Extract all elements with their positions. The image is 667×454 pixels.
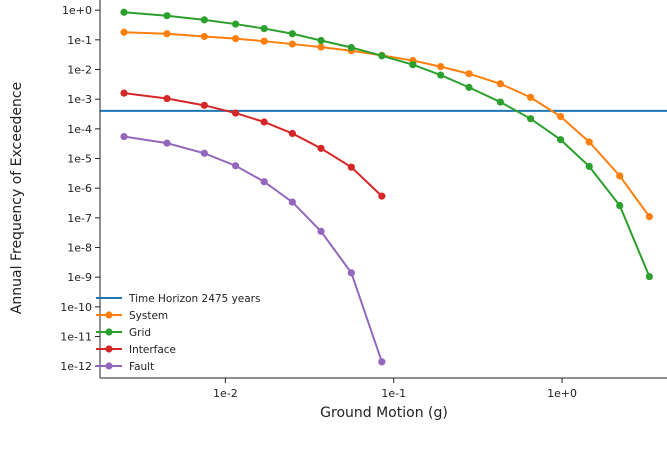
data-point-system [317,43,325,51]
y-tick-label: 1e-9 [67,271,92,284]
data-point-grid [465,83,473,91]
series-line-grid [123,11,651,277]
data-point-grid [231,20,240,28]
data-point-system [465,70,473,78]
series-line-interface [123,92,383,197]
data-point-interface [347,163,355,171]
data-point-interface [288,129,296,138]
legend-label-fault: Fault [129,361,154,373]
data-point-fault [120,132,128,141]
data-point-grid [317,36,325,45]
series-line-system [123,31,651,218]
data-point-system [526,93,535,101]
data-point-grid [496,98,504,106]
y-tick-label: 1e-12 [60,360,92,373]
data-point-grid [526,115,535,123]
data-point-interface [317,144,325,152]
data-point-fault [347,269,355,277]
y-tick-label: 1e-1 [67,34,92,47]
y-tick-label: 1e-2 [67,63,92,76]
data-point-system [120,28,128,36]
data-point-fault [260,178,268,186]
data-point-system [556,112,565,121]
data-point-grid [556,136,565,144]
data-point-system [496,80,504,88]
data-point-interface [120,89,128,97]
data-point-fault [200,149,208,157]
data-point-fault [317,227,325,235]
series-line-fault [123,135,383,363]
y-tick-label: 1e-4 [67,123,92,136]
data-point-grid [437,71,445,79]
data-point-interface [231,109,240,117]
x-tick-label: 1e-2 [213,387,238,400]
data-point-interface [200,101,208,109]
data-point-system [260,37,268,45]
data-point-fault [378,358,386,366]
data-point-system [200,32,208,41]
y-tick-label: 1e-7 [67,212,92,225]
data-point-grid [260,24,268,33]
data-point-system [585,138,593,146]
y-tick-label: 1e-11 [60,331,92,344]
x-tick-label: 1e-1 [381,387,406,400]
y-tick-label: 1e-5 [67,153,92,166]
data-point-grid [645,272,653,281]
data-point-system [163,30,171,38]
data-point-fault [163,139,171,147]
legend-marker-grid [105,328,113,336]
axes: 1e+0 1e-1 1e-2 1e-3 1e-4 1e-5 1e-6 1e-7 1e-8 1e-9… [60,0,667,400]
data-point-interface [163,94,171,103]
y-axis-label: Annual Frequency of Exceedence [9,82,25,314]
y-tick-label: 1e-10 [60,301,92,314]
legend-marker-fault [105,362,113,370]
legend-label-system: System [129,310,168,322]
x-axis-label: Ground Motion (g) [320,405,448,421]
plot-area [100,8,667,366]
data-point-grid [347,43,355,52]
data-point-grid [409,61,417,69]
y-tick-label: 1e-3 [67,93,92,106]
data-point-grid [163,12,171,20]
data-point-grid [616,201,624,210]
data-point-fault [231,162,240,170]
data-point-system [288,40,296,48]
data-point-fault [288,198,296,206]
y-tick-label: 1e+0 [62,4,92,17]
data-point-system [616,172,624,180]
y-tick-label: 1e-8 [67,242,92,255]
legend-label-interface: Interface [129,344,176,356]
data-point-interface [260,118,268,126]
x-tick-label: 1e+0 [547,387,577,400]
data-point-system [645,213,653,221]
data-point-grid [585,162,593,171]
data-point-interface [378,192,386,200]
data-point-grid [378,52,386,60]
data-point-grid [120,8,128,16]
legend-marker-system [105,311,113,319]
data-point-grid [288,30,296,38]
legend-marker-interface [105,345,113,353]
legend-label-time-horizon-2475-years: Time Horizon 2475 years [128,293,260,305]
y-tick-label: 1e-6 [67,182,92,195]
data-point-system [437,63,445,71]
data-point-grid [200,16,208,24]
legend-label-grid: Grid [129,327,151,339]
data-point-system [231,35,240,43]
legend: Time Horizon 2475 years System Grid Interfa… [96,293,260,373]
